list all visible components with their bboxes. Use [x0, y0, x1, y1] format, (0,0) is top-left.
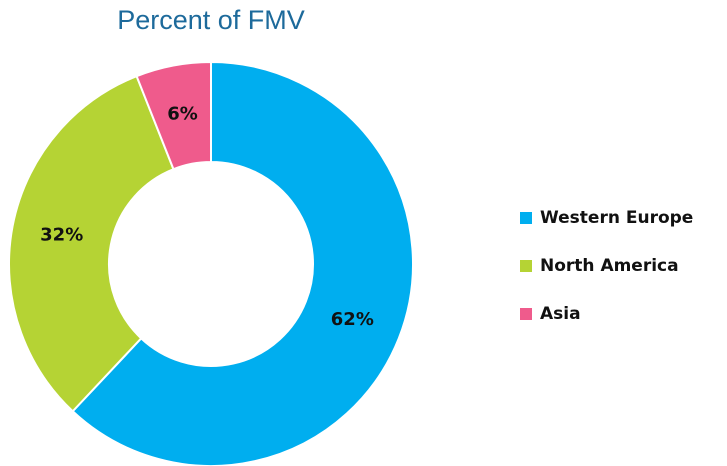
legend-swatch — [520, 212, 532, 224]
donut-slice — [135, 60, 212, 171]
value-label: 62% — [331, 309, 374, 330]
donut-slice — [8, 74, 175, 413]
legend-label: Asia — [540, 304, 581, 324]
value-label: 32% — [40, 225, 83, 246]
donut-slice — [71, 60, 414, 466]
legend-label: North America — [540, 256, 679, 276]
legend-swatch — [520, 308, 532, 320]
legend-swatch — [520, 260, 532, 272]
chart-title: Percent of FMV — [117, 5, 305, 35]
value-label: 6% — [167, 104, 198, 125]
legend-label: Western Europe — [540, 208, 693, 228]
